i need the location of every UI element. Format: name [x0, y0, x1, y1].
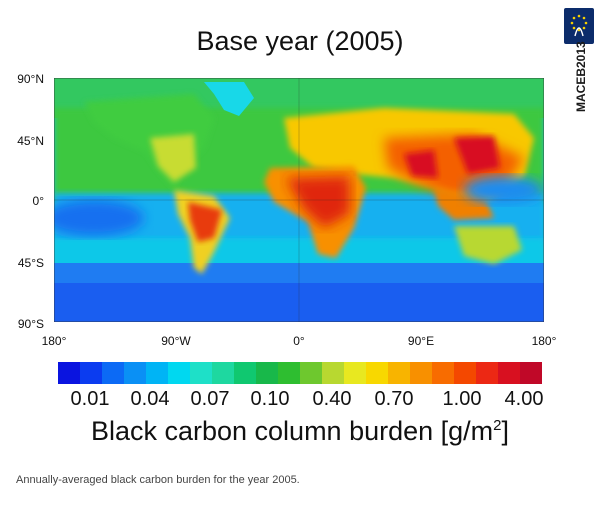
badge-name: MACEB	[574, 68, 588, 113]
colorbar-tick-label: 0.40	[312, 388, 352, 410]
colorbar-cell	[146, 362, 168, 384]
colorbar-cell	[80, 362, 102, 384]
colorbar-cell	[58, 362, 80, 384]
colorbar-cell	[190, 362, 212, 384]
colorbar-cell	[498, 362, 520, 384]
lat-label: 0°	[32, 194, 44, 208]
colorbar-cell	[366, 362, 388, 384]
lon-label: 180°	[41, 334, 67, 348]
colorbar-cell	[322, 362, 344, 384]
figure-caption: Annually-averaged black carbon burden fo…	[16, 474, 300, 486]
colorbar-cell	[520, 362, 542, 384]
lon-label: 0°	[293, 334, 305, 348]
colorbar-label-end: ]	[501, 416, 510, 446]
colorbar-cell	[344, 362, 366, 384]
colorbar-cell	[300, 362, 322, 384]
colorbar-cell	[212, 362, 234, 384]
lon-label: 180°	[531, 334, 557, 348]
lon-label: 90°E	[407, 334, 435, 348]
colorbar-tick-label: 0.01	[70, 388, 110, 410]
badge-text: MACEB 2013	[563, 42, 599, 113]
colorbar-cell	[476, 362, 498, 384]
colorbar-cell	[454, 362, 476, 384]
eu-logo-icon	[564, 8, 594, 44]
colorbar-tick-label: 1.00	[442, 388, 482, 410]
colorbar-tick-label: 0.70	[374, 388, 414, 410]
colorbar-cell	[410, 362, 432, 384]
colorbar-cell	[102, 362, 124, 384]
colorbar-cell	[388, 362, 410, 384]
colorbar-cell	[278, 362, 300, 384]
colorbar	[58, 362, 542, 384]
colorbar-cell	[124, 362, 146, 384]
colorbar-cell	[256, 362, 278, 384]
colorbar-tick-label: 0.10	[250, 388, 290, 410]
colorbar-tick-label: 0.04	[130, 388, 170, 410]
colorbar-label-main: Black carbon column burden [g/m	[90, 416, 494, 446]
badge-year: 2013	[574, 41, 588, 69]
lat-label: 90°N	[17, 72, 44, 86]
colorbar-cell	[432, 362, 454, 384]
colorbar-tick-label: 0.07	[190, 388, 230, 410]
colorbar-label-exponent: 2	[493, 417, 502, 434]
lat-label: 45°N	[17, 134, 44, 148]
lat-label: 90°S	[17, 317, 44, 331]
lat-label: 45°S	[17, 256, 44, 270]
colorbar-label: Black carbon column burden [g/m2]	[0, 416, 600, 447]
colorbar-tick-label: 4.00	[504, 388, 544, 410]
colorbar-cell	[168, 362, 190, 384]
black-carbon-map	[44, 77, 545, 323]
colorbar-cell	[234, 362, 256, 384]
map-title: Base year (2005)	[196, 26, 404, 56]
lon-label: 90°W	[161, 334, 191, 348]
